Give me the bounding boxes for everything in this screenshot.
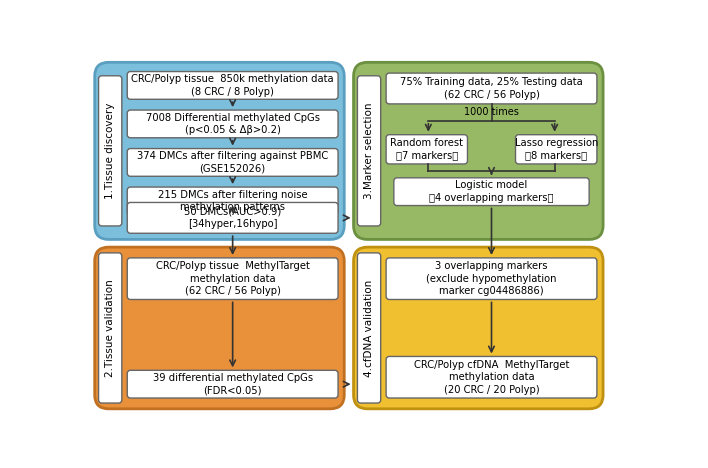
FancyBboxPatch shape <box>127 148 338 176</box>
FancyBboxPatch shape <box>127 370 338 398</box>
Text: CRC/Polyp cfDNA  MethylTarget
methylation data
(20 CRC / 20 Polyp): CRC/Polyp cfDNA MethylTarget methylation… <box>413 360 569 395</box>
FancyBboxPatch shape <box>95 62 344 240</box>
FancyBboxPatch shape <box>353 62 603 240</box>
FancyBboxPatch shape <box>127 187 338 215</box>
FancyBboxPatch shape <box>386 135 467 164</box>
FancyBboxPatch shape <box>127 72 338 99</box>
Text: Lasso regression
（8 markers）: Lasso regression （8 markers） <box>515 138 598 161</box>
FancyBboxPatch shape <box>127 258 338 300</box>
Text: 2.Tissue validation: 2.Tissue validation <box>105 279 115 377</box>
Text: CRC/Polyp tissue  850k methylation data
(8 CRC / 8 Polyp): CRC/Polyp tissue 850k methylation data (… <box>132 74 334 96</box>
FancyBboxPatch shape <box>386 73 597 104</box>
Text: 75% Training data, 25% Testing data
(62 CRC / 56 Polyp): 75% Training data, 25% Testing data (62 … <box>400 77 583 100</box>
FancyBboxPatch shape <box>353 247 603 409</box>
Text: 39 differential methylated CpGs
(FDR<0.05): 39 differential methylated CpGs (FDR<0.0… <box>153 373 313 395</box>
FancyBboxPatch shape <box>386 258 597 300</box>
FancyBboxPatch shape <box>358 253 381 403</box>
Text: 1000 times: 1000 times <box>464 107 519 117</box>
FancyBboxPatch shape <box>127 203 338 233</box>
Text: 4.cfDNA validation: 4.cfDNA validation <box>364 279 374 377</box>
Text: CRC/Polyp tissue  MethylTarget
methylation data
(62 CRC / 56 Polyp): CRC/Polyp tissue MethylTarget methylatio… <box>156 261 309 296</box>
Text: 50 DMCs(AUC>0.9)
[34hyper,16hypo]: 50 DMCs(AUC>0.9) [34hyper,16hypo] <box>184 207 281 229</box>
FancyBboxPatch shape <box>515 135 597 164</box>
Text: 215 DMCs after filtering noise
methylation patterns: 215 DMCs after filtering noise methylati… <box>158 190 307 212</box>
Text: 7008 Differential methylated CpGs
(p<0.05 & Δβ>0.2): 7008 Differential methylated CpGs (p<0.0… <box>146 113 319 135</box>
FancyBboxPatch shape <box>394 178 589 205</box>
Text: Random forest
（7 markers）: Random forest （7 markers） <box>390 138 463 161</box>
Text: 1.Tissue discovery: 1.Tissue discovery <box>105 102 115 199</box>
FancyBboxPatch shape <box>95 247 344 409</box>
FancyBboxPatch shape <box>98 76 122 226</box>
FancyBboxPatch shape <box>386 357 597 398</box>
Text: Logistic model
（4 overlapping markers）: Logistic model （4 overlapping markers） <box>429 181 554 203</box>
Text: 374 DMCs after filtering against PBMC
(GSE152026): 374 DMCs after filtering against PBMC (G… <box>137 151 329 174</box>
Text: 3.Marker selection: 3.Marker selection <box>364 102 374 199</box>
FancyBboxPatch shape <box>98 253 122 403</box>
FancyBboxPatch shape <box>358 76 381 226</box>
FancyBboxPatch shape <box>127 110 338 138</box>
Text: 3 overlapping markers
(exclude hypomethylation
marker cg04486886): 3 overlapping markers (exclude hypomethy… <box>426 261 556 296</box>
